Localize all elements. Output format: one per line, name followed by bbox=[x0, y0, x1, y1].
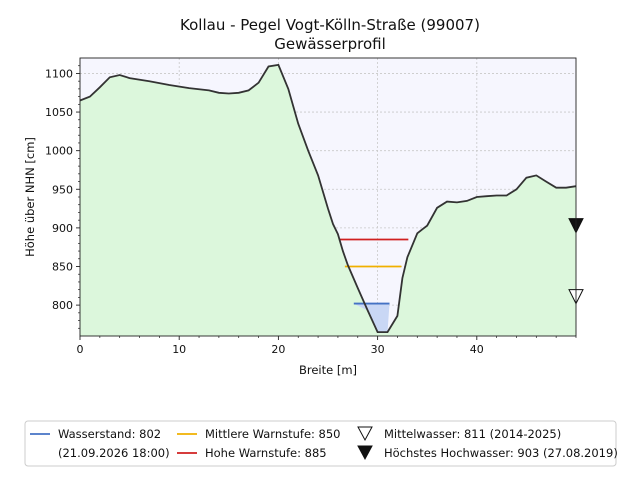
legend-high-warning: Hohe Warnstufe: 885 bbox=[205, 446, 327, 460]
y-tick-label: 800 bbox=[52, 299, 73, 312]
legend-hochwasser-icon bbox=[357, 445, 373, 461]
x-axis-label: Breite [m] bbox=[299, 363, 357, 377]
y-axis: 800 850 900 950 1000 1050 1100 bbox=[45, 65, 80, 329]
threshold-lines bbox=[338, 238, 409, 305]
x-tick-label: 40 bbox=[470, 343, 484, 356]
y-tick-label: 1050 bbox=[45, 106, 73, 119]
x-axis: 0 10 20 30 40 bbox=[77, 336, 577, 356]
legend-box bbox=[24, 420, 617, 467]
x-tick-label: 10 bbox=[172, 343, 186, 356]
legend-water-level: Wasserstand: 802 bbox=[58, 427, 161, 441]
legend-water-level-date: (21.09.2026 18:00) bbox=[58, 446, 170, 460]
x-tick-label: 30 bbox=[371, 343, 385, 356]
y-tick-label: 1000 bbox=[45, 145, 73, 158]
legend-mid-warning: Mittlere Warnstufe: 850 bbox=[205, 427, 341, 441]
x-tick-label: 0 bbox=[77, 343, 84, 356]
y-tick-label: 850 bbox=[52, 261, 73, 274]
y-tick-label: 900 bbox=[52, 222, 73, 235]
legend-hochwasser: Höchstes Hochwasser: 903 (27.08.2019) bbox=[384, 446, 618, 460]
y-tick-label: 950 bbox=[52, 183, 73, 196]
y-axis-label: Höhe über NHN [cm] bbox=[23, 137, 37, 257]
profile-line bbox=[79, 63, 577, 333]
y-tick-label: 1100 bbox=[45, 67, 73, 80]
legend-mittelwasser: Mittelwasser: 811 (2014-2025) bbox=[384, 427, 561, 441]
chart-title: Kollau - Pegel Vogt-Kölln-Straße (99007) bbox=[180, 16, 480, 34]
legend: Wasserstand: 802 (21.09.2026 18:00) Mitt… bbox=[24, 420, 618, 467]
chart-subtitle: Gewässerprofil bbox=[274, 35, 386, 53]
ground-area bbox=[80, 64, 576, 337]
x-tick-label: 20 bbox=[271, 343, 285, 356]
legend-mittelwasser-icon bbox=[357, 426, 373, 442]
